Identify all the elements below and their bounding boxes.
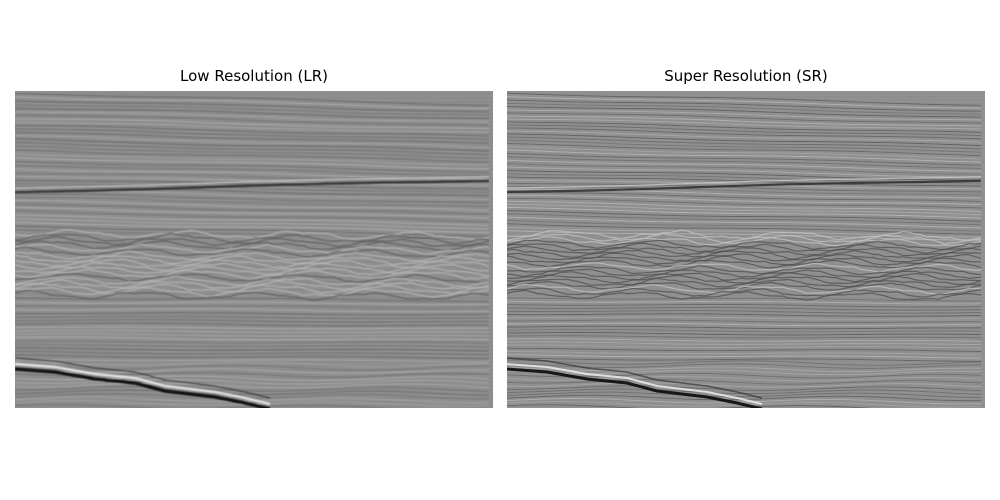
seismic-image-sr-svg <box>507 91 985 408</box>
seismic-image-sr <box>507 91 985 408</box>
seismic-image-lr-svg <box>15 91 493 408</box>
panel-title-sr: Super Resolution (SR) <box>664 67 828 85</box>
panel-title-lr: Low Resolution (LR) <box>180 67 328 85</box>
seismic-image-lr <box>15 91 493 408</box>
